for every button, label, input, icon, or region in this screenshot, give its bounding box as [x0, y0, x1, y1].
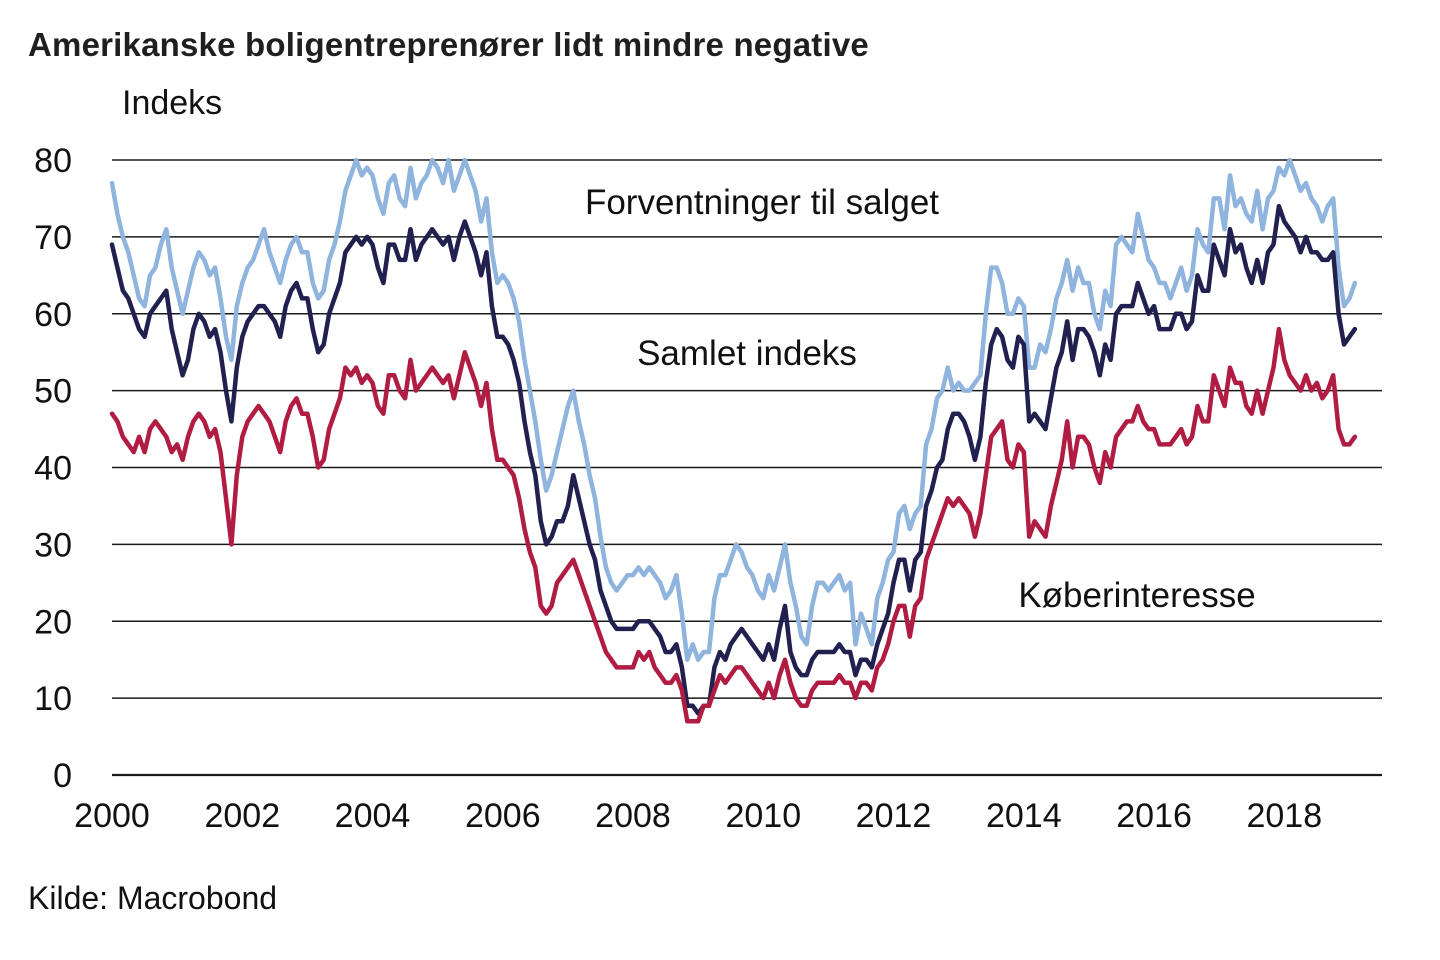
- chart-title: Amerikanske boligentreprenører lidt mind…: [28, 26, 869, 63]
- x-tick-label: 2008: [595, 797, 671, 835]
- x-tick-label: 2014: [986, 797, 1062, 835]
- y-tick-label: 60: [34, 296, 72, 334]
- x-tick-label: 2012: [856, 797, 932, 835]
- x-tick-label: 2010: [725, 797, 801, 835]
- y-tick-label: 70: [34, 219, 72, 257]
- series-label-1: Samlet indeks: [637, 334, 857, 373]
- y-tick-label: 0: [53, 757, 72, 795]
- x-tick-label: 2006: [465, 797, 541, 835]
- y-tick-label: 40: [34, 450, 72, 488]
- x-tick-label: 2018: [1246, 797, 1322, 835]
- y-tick-label: 50: [34, 373, 72, 411]
- y-tick-label: 80: [34, 142, 72, 180]
- x-tick-label: 2016: [1116, 797, 1192, 835]
- x-tick-label: 2000: [74, 797, 150, 835]
- source-note: Kilde: Macrobond: [28, 880, 278, 916]
- y-tick-label: 20: [34, 603, 72, 641]
- x-tick-label: 2004: [335, 797, 411, 835]
- series-label-2: Køberinteresse: [1018, 576, 1255, 615]
- y-axis-title: Indeks: [122, 84, 223, 122]
- y-tick-label: 30: [34, 526, 72, 564]
- series-line-0: [109, 157, 1358, 662]
- x-tick-label: 2002: [204, 797, 280, 835]
- series-label-0: Forventninger til salget: [585, 183, 939, 222]
- y-tick-label: 10: [34, 680, 72, 718]
- series-line-2: [109, 326, 1358, 724]
- series-line-1: [109, 203, 1358, 716]
